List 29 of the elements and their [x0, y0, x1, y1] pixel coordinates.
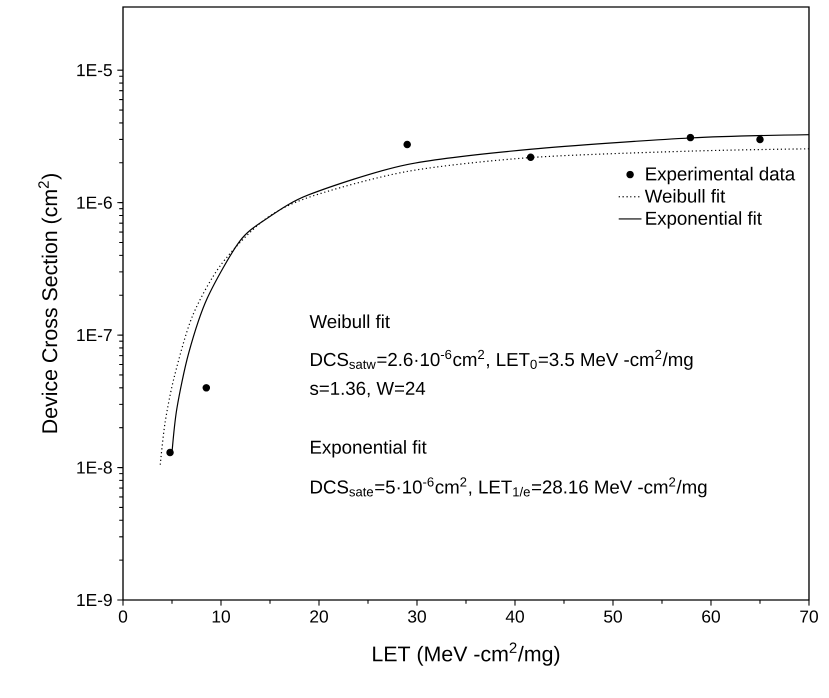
- point: [202, 384, 210, 392]
- text: DCS$_{sate}$=5·10$^{-6}$cm$^{2}$, LET$_{1/e}$=28.16 MeV -cm$^{2}$/mg: [311, 477, 706, 498]
- point: [756, 136, 764, 144]
- x-tick-label: 10: [212, 610, 230, 623]
- x-tick-label: 70: [800, 610, 818, 623]
- annotation: Exponential fit: [311, 440, 427, 458]
- y-axis-title: Device Cross Section (cm$^{2}$): [38, 174, 62, 432]
- x-tick-label: 40: [506, 610, 524, 623]
- annotation: Weibull fit: [310, 314, 390, 328]
- x-tick-label: 60: [702, 610, 720, 623]
- x-tick-label: 30: [408, 610, 426, 623]
- y-tick-label: 1E-8: [77, 461, 112, 474]
- x-axis-title: LET (MeV -cm$^{2}$/mg): [373, 642, 560, 666]
- y-tick-label: 1E-5: [77, 64, 112, 76]
- legend-label: Weibull fit: [644, 189, 726, 203]
- text: DCS$_{satw}$=2.6·10$^{-6}$cm$^{2}$, LET$_{0}$=3.5 MeV -cm$^{2}$/mg: [311, 350, 692, 370]
- legend-label: Exponential fit: [646, 211, 762, 229]
- annotation: s=1.36, W=24: [310, 382, 426, 398]
- y-tick-label: 1E-9: [77, 594, 112, 606]
- point: [526, 154, 534, 162]
- point: [686, 134, 694, 142]
- y-tick-label: 1E-7: [77, 329, 112, 342]
- point: [403, 140, 411, 148]
- x-tick-label: 50: [604, 610, 622, 623]
- x-tick-label: 0: [118, 610, 128, 623]
- legend-label: Experimental data: [646, 166, 796, 184]
- y-tick-label: 1E-6: [77, 196, 112, 209]
- point: [166, 448, 174, 456]
- x-tick-label: 20: [310, 610, 328, 623]
